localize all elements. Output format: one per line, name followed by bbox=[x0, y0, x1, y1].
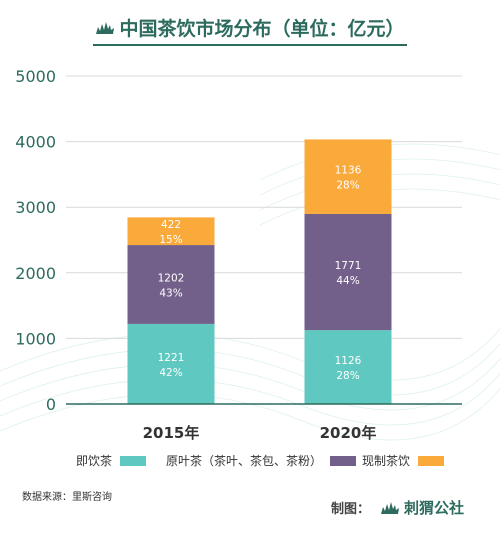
x-tick-label: 2015年 bbox=[143, 424, 200, 442]
bar-segment bbox=[304, 213, 392, 331]
stacked-bar-chart: 0 1000 2000 3000 4000 5000 1221 42% 1202 43% 422 15… bbox=[15, 67, 462, 442]
bar-segment bbox=[304, 330, 392, 404]
data-label-percent: 44% bbox=[336, 275, 359, 287]
legend-label-ready-to-drink: 即饮茶 bbox=[76, 454, 113, 468]
y-tick-label: 3000 bbox=[15, 198, 56, 217]
y-tick-label: 5000 bbox=[15, 67, 56, 86]
data-label-percent: 15% bbox=[159, 234, 182, 246]
bar-segment bbox=[127, 217, 215, 246]
chart-title: 中国茶饮市场分布（单位：亿元） bbox=[119, 18, 405, 40]
y-tick-label: 0 bbox=[46, 395, 56, 414]
data-label-value: 422 bbox=[161, 219, 181, 231]
title-area: 中国茶饮市场分布（单位：亿元） bbox=[0, 14, 500, 46]
data-label-percent: 28% bbox=[336, 370, 359, 382]
chart-title-underlined: 中国茶饮市场分布（单位：亿元） bbox=[93, 14, 407, 46]
y-tick-label: 1000 bbox=[15, 329, 56, 348]
legend-label-fresh-tea: 现制茶饮 bbox=[362, 454, 411, 468]
legend-swatch-ready-to-drink bbox=[120, 455, 147, 466]
legend-item-fresh-tea: 现制茶饮 bbox=[362, 452, 445, 469]
bar-segment bbox=[127, 323, 215, 404]
bar-segment bbox=[304, 139, 392, 214]
legend-item-ready-to-drink: 即饮茶 bbox=[76, 452, 147, 469]
y-tick-label: 4000 bbox=[15, 133, 56, 152]
credit-label: 制图： bbox=[330, 502, 370, 517]
legend: 即饮茶 原叶茶（茶叶、茶包、茶粉） 现制茶饮 bbox=[0, 452, 500, 474]
legend-swatch-leaf-tea bbox=[330, 455, 357, 466]
legend-item-leaf-tea: 原叶茶（茶叶、茶包、茶粉） bbox=[166, 452, 357, 469]
brand-logo: 刺猬公社 bbox=[380, 497, 464, 518]
credit: 制图： 刺猬公社 bbox=[331, 497, 464, 518]
legend-swatch-fresh-tea bbox=[418, 455, 445, 466]
data-label-value: 1221 bbox=[158, 352, 185, 364]
data-label-value: 1136 bbox=[335, 165, 362, 177]
y-tick-label: 2000 bbox=[15, 264, 56, 283]
data-label-value: 1771 bbox=[335, 260, 362, 272]
brand-name: 刺猬公社 bbox=[403, 499, 464, 517]
data-label-value: 1202 bbox=[158, 272, 185, 284]
data-label-percent: 43% bbox=[159, 287, 182, 299]
data-source: 数据来源：里斯咨询 bbox=[22, 492, 112, 503]
data-label-value: 1126 bbox=[335, 355, 362, 367]
hedgehog-icon bbox=[96, 22, 115, 34]
data-label-percent: 42% bbox=[159, 367, 182, 379]
bar-segment bbox=[127, 245, 215, 324]
data-label-percent: 28% bbox=[336, 180, 359, 192]
legend-label-leaf-tea: 原叶茶（茶叶、茶包、茶粉） bbox=[166, 454, 323, 468]
hedgehog-logo-icon bbox=[380, 502, 399, 514]
x-tick-label: 2020年 bbox=[320, 424, 377, 442]
